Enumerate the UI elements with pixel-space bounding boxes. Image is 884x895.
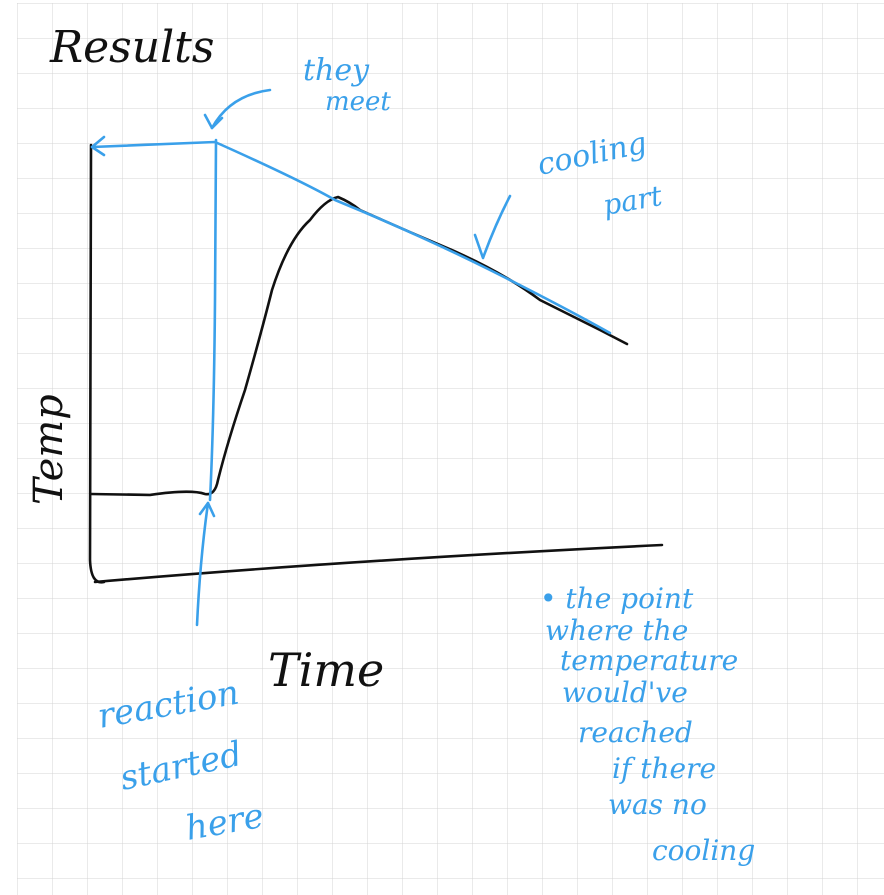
reaction-start-vertical — [208, 138, 218, 502]
check-icon — [473, 194, 512, 260]
arrow-left-icon — [90, 135, 106, 157]
note-line-6: if there — [612, 752, 716, 785]
x-axis — [93, 543, 664, 584]
note-line-7: was no — [608, 788, 707, 821]
note-line-2: where the — [545, 614, 688, 647]
note-line-8: cooling — [652, 834, 755, 867]
temperature-curve — [89, 195, 629, 497]
graph-paper-grid — [17, 3, 884, 895]
they-meet-line-2: meet — [325, 87, 391, 117]
note-line-3: temperature — [560, 644, 738, 677]
arrow-down-icon — [203, 113, 224, 130]
x-axis-label: Time — [268, 643, 384, 697]
arrow-up-icon — [198, 501, 216, 518]
cooling-extrapolation-line — [90, 140, 612, 335]
note-line-1: • the point — [540, 582, 694, 615]
title-label: Results — [49, 22, 214, 73]
note-line-5: reached — [578, 716, 693, 749]
reaction-start-arrow — [195, 501, 210, 627]
y-axis-label: Temp — [26, 394, 72, 505]
note-line-4: would've — [562, 676, 688, 709]
they-meet-arrow — [210, 88, 272, 130]
they-meet-line-1: they — [303, 53, 370, 88]
